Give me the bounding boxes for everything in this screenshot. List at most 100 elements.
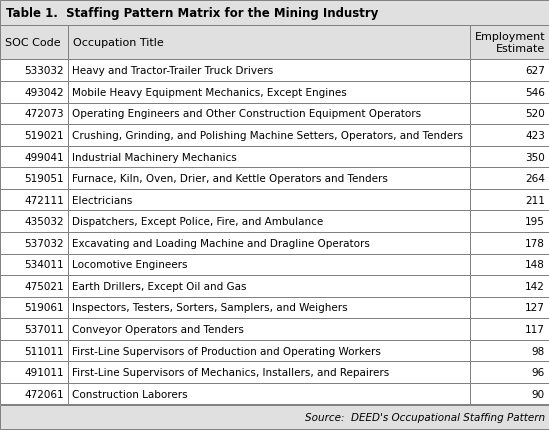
Bar: [470, 383, 549, 405]
Bar: [470, 211, 549, 233]
Text: Conveyor Operators and Tenders: Conveyor Operators and Tenders: [72, 324, 244, 334]
Bar: [68, 276, 470, 297]
Bar: [0, 254, 68, 276]
Bar: [470, 319, 549, 340]
Text: 423: 423: [525, 131, 545, 141]
Text: Inspectors, Testers, Sorters, Samplers, and Weighers: Inspectors, Testers, Sorters, Samplers, …: [72, 303, 348, 313]
Text: Heavy and Tractor-Trailer Truck Drivers: Heavy and Tractor-Trailer Truck Drivers: [72, 66, 273, 76]
Text: 499041: 499041: [24, 152, 64, 162]
Text: Earth Drillers, Except Oil and Gas: Earth Drillers, Except Oil and Gas: [72, 281, 247, 291]
Text: Construction Laborers: Construction Laborers: [72, 389, 188, 399]
Bar: [470, 254, 549, 276]
Text: 435032: 435032: [24, 217, 64, 227]
Bar: [0, 60, 68, 82]
Bar: [68, 60, 470, 82]
Bar: [0, 168, 68, 190]
Bar: [68, 146, 470, 168]
Text: 350: 350: [525, 152, 545, 162]
Bar: [0, 190, 68, 211]
Bar: [470, 276, 549, 297]
Text: 519061: 519061: [24, 303, 64, 313]
Text: First-Line Supervisors of Mechanics, Installers, and Repairers: First-Line Supervisors of Mechanics, Ins…: [72, 367, 389, 377]
Bar: [0, 276, 68, 297]
Bar: [68, 190, 470, 211]
Text: 211: 211: [525, 195, 545, 205]
Bar: [0, 1, 549, 25]
Text: 533032: 533032: [24, 66, 64, 76]
Bar: [0, 103, 68, 125]
Bar: [68, 254, 470, 276]
Text: 519021: 519021: [24, 131, 64, 141]
Bar: [68, 340, 470, 362]
Bar: [470, 190, 549, 211]
Text: 520: 520: [525, 109, 545, 119]
Text: Excavating and Loading Machine and Dragline Operators: Excavating and Loading Machine and Dragl…: [72, 238, 370, 248]
Text: 493042: 493042: [24, 88, 64, 98]
Text: 142: 142: [525, 281, 545, 291]
Text: 475021: 475021: [24, 281, 64, 291]
Bar: [0, 405, 549, 429]
Bar: [470, 82, 549, 103]
Text: 178: 178: [525, 238, 545, 248]
Text: 264: 264: [525, 174, 545, 184]
Bar: [470, 103, 549, 125]
Text: Source:  DEED's Occupational Staffing Pattern: Source: DEED's Occupational Staffing Pat…: [305, 412, 545, 422]
Bar: [470, 362, 549, 383]
Text: 546: 546: [525, 88, 545, 98]
Bar: [68, 383, 470, 405]
Text: 148: 148: [525, 260, 545, 270]
Bar: [470, 297, 549, 319]
Text: 98: 98: [532, 346, 545, 356]
Text: 117: 117: [525, 324, 545, 334]
Text: 472073: 472073: [24, 109, 64, 119]
Text: Mobile Heavy Equipment Mechanics, Except Engines: Mobile Heavy Equipment Mechanics, Except…: [72, 88, 347, 98]
Text: 127: 127: [525, 303, 545, 313]
Bar: [470, 125, 549, 146]
Bar: [0, 362, 68, 383]
Bar: [470, 146, 549, 168]
Bar: [68, 362, 470, 383]
Bar: [0, 82, 68, 103]
Text: 511011: 511011: [24, 346, 64, 356]
Bar: [68, 319, 470, 340]
Text: Table 1.  Staffing Pattern Matrix for the Mining Industry: Table 1. Staffing Pattern Matrix for the…: [6, 7, 378, 20]
Text: Employment
Estimate: Employment Estimate: [474, 32, 545, 54]
Bar: [0, 319, 68, 340]
Text: 195: 195: [525, 217, 545, 227]
Text: First-Line Supervisors of Production and Operating Workers: First-Line Supervisors of Production and…: [72, 346, 381, 356]
Bar: [68, 233, 470, 254]
Text: 519051: 519051: [24, 174, 64, 184]
Bar: [470, 168, 549, 190]
Text: Dispatchers, Except Police, Fire, and Ambulance: Dispatchers, Except Police, Fire, and Am…: [72, 217, 323, 227]
Bar: [68, 168, 470, 190]
Bar: [0, 340, 68, 362]
Text: Electricians: Electricians: [72, 195, 132, 205]
Text: Locomotive Engineers: Locomotive Engineers: [72, 260, 188, 270]
Bar: [470, 25, 549, 60]
Bar: [0, 383, 68, 405]
Bar: [68, 82, 470, 103]
Text: 96: 96: [532, 367, 545, 377]
Text: Crushing, Grinding, and Polishing Machine Setters, Operators, and Tenders: Crushing, Grinding, and Polishing Machin…: [72, 131, 463, 141]
Bar: [68, 211, 470, 233]
Bar: [68, 25, 470, 60]
Text: 537032: 537032: [24, 238, 64, 248]
Bar: [0, 25, 68, 60]
Bar: [68, 103, 470, 125]
Bar: [0, 233, 68, 254]
Text: 534011: 534011: [24, 260, 64, 270]
Bar: [0, 211, 68, 233]
Bar: [0, 297, 68, 319]
Bar: [68, 125, 470, 146]
Text: Furnace, Kiln, Oven, Drier, and Kettle Operators and Tenders: Furnace, Kiln, Oven, Drier, and Kettle O…: [72, 174, 388, 184]
Text: 537011: 537011: [24, 324, 64, 334]
Bar: [470, 340, 549, 362]
Text: Industrial Machinery Mechanics: Industrial Machinery Mechanics: [72, 152, 237, 162]
Bar: [470, 233, 549, 254]
Bar: [0, 146, 68, 168]
Bar: [0, 125, 68, 146]
Text: Occupation Title: Occupation Title: [73, 38, 164, 48]
Text: SOC Code: SOC Code: [5, 38, 60, 48]
Bar: [68, 297, 470, 319]
Text: 472061: 472061: [24, 389, 64, 399]
